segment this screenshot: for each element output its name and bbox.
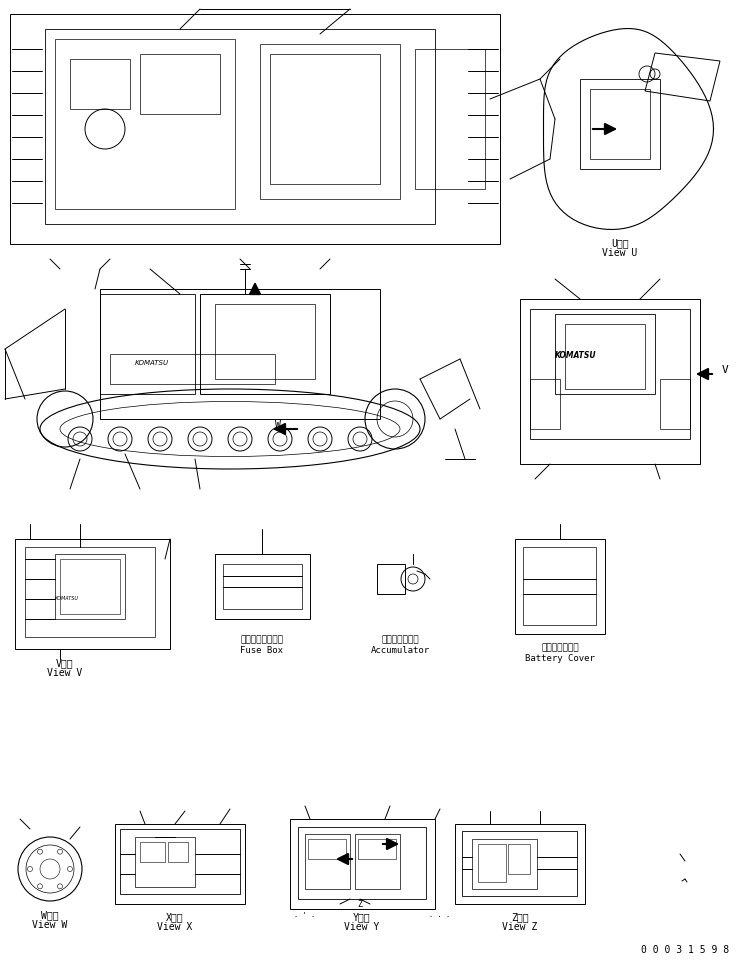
Bar xyxy=(115,825,245,904)
Bar xyxy=(100,289,380,420)
Bar xyxy=(260,45,400,200)
Text: Z　視: Z 視 xyxy=(511,911,529,921)
Bar xyxy=(590,90,650,160)
Bar xyxy=(140,55,220,115)
Bar xyxy=(200,295,330,395)
Bar xyxy=(60,559,120,614)
Text: V: V xyxy=(722,364,728,375)
Text: U　視: U 視 xyxy=(611,237,629,248)
Text: View U: View U xyxy=(603,248,638,258)
Text: Accumulator: Accumulator xyxy=(371,646,429,654)
Bar xyxy=(110,355,275,384)
Bar xyxy=(215,554,310,619)
Bar xyxy=(55,40,235,209)
Bar xyxy=(530,380,560,430)
Text: X　視: X 視 xyxy=(166,911,184,921)
Text: . ' .: . ' . xyxy=(295,911,315,917)
Text: Y　視: Y 視 xyxy=(353,911,371,921)
Text: 0 0 0 3 1 5 9 8: 0 0 0 3 1 5 9 8 xyxy=(641,944,729,954)
Bar xyxy=(530,309,690,439)
Text: ヒューズボックス: ヒューズボックス xyxy=(240,634,283,643)
Bar xyxy=(520,300,700,464)
Bar xyxy=(15,539,170,650)
Bar xyxy=(120,829,240,894)
Bar xyxy=(305,834,350,889)
Bar xyxy=(355,834,400,889)
Bar xyxy=(308,839,346,859)
Text: View W: View W xyxy=(33,919,68,929)
Text: View V: View V xyxy=(48,667,83,678)
Bar xyxy=(415,50,485,190)
Text: Z: Z xyxy=(358,899,362,908)
Text: View Y: View Y xyxy=(344,921,379,931)
Text: W: W xyxy=(275,420,281,430)
Bar xyxy=(223,564,302,609)
Text: Fuse Box: Fuse Box xyxy=(240,646,283,654)
Bar xyxy=(215,305,315,380)
Bar xyxy=(168,842,188,862)
Bar xyxy=(472,839,537,889)
Bar xyxy=(462,831,577,896)
Bar xyxy=(358,839,396,859)
Bar xyxy=(45,30,435,225)
Text: View X: View X xyxy=(158,921,193,931)
Bar xyxy=(25,548,155,637)
Bar xyxy=(290,819,435,909)
Bar xyxy=(10,15,500,245)
Text: バッテリカバー: バッテリカバー xyxy=(541,642,579,652)
Text: アキュムレータ: アキュムレータ xyxy=(381,634,419,643)
Bar xyxy=(555,314,655,395)
Text: V　視: V 視 xyxy=(57,657,74,667)
Bar xyxy=(270,55,380,185)
Bar xyxy=(580,80,660,170)
Text: Battery Cover: Battery Cover xyxy=(525,653,595,662)
Bar xyxy=(55,554,125,619)
Bar xyxy=(377,564,405,595)
Bar xyxy=(523,548,596,626)
Text: KOMATSU: KOMATSU xyxy=(135,359,169,365)
Text: View Z: View Z xyxy=(502,921,538,931)
Bar xyxy=(660,380,690,430)
Text: KOMATSU: KOMATSU xyxy=(55,596,79,601)
Bar xyxy=(478,844,506,882)
Bar xyxy=(515,539,605,634)
Bar xyxy=(135,837,195,887)
Bar xyxy=(70,60,130,110)
Bar xyxy=(455,825,585,904)
Bar xyxy=(298,827,426,899)
Bar xyxy=(508,844,530,875)
Bar xyxy=(565,325,645,389)
Bar xyxy=(140,842,165,862)
Bar xyxy=(100,295,195,395)
Text: KOMATSU: KOMATSU xyxy=(555,351,597,359)
Text: . . .: . . . xyxy=(429,911,451,917)
Text: W　視: W 視 xyxy=(41,909,59,919)
